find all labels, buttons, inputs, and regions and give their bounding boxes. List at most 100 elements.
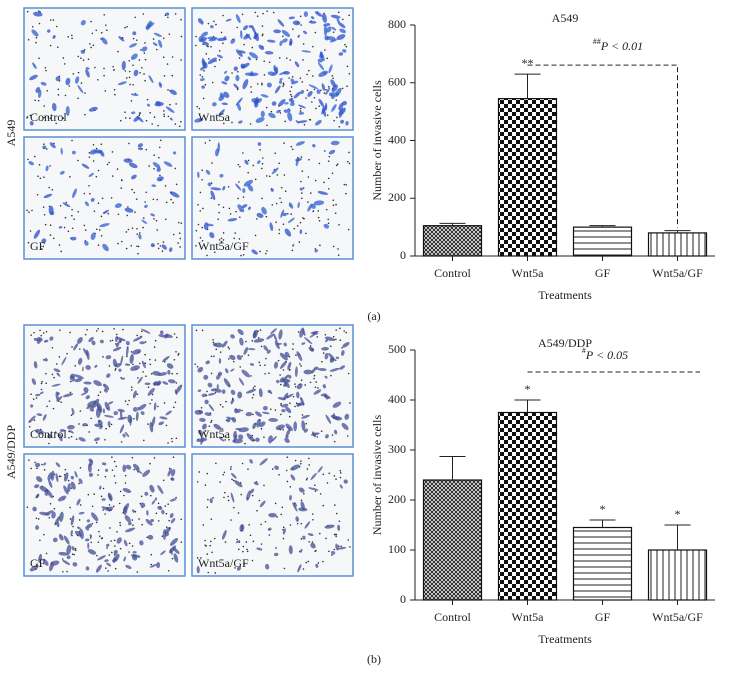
pore [299,462,302,465]
pore [149,494,152,497]
pore [62,57,65,59]
cell [292,243,295,247]
pore [167,89,169,91]
pore [102,356,104,358]
pore [213,537,216,540]
pore [300,192,303,194]
pore [175,183,178,186]
cell [29,564,39,572]
pore [210,355,213,358]
pore [286,212,289,215]
cell [28,161,35,166]
pore [170,198,172,201]
pore [100,31,103,34]
pore [297,331,300,333]
pore [224,491,226,494]
cell [266,82,272,88]
cell [169,498,177,502]
pore [259,250,261,253]
cell [274,340,280,350]
cell [99,485,102,490]
cell [301,50,312,53]
pore [198,471,201,473]
pore [304,384,306,386]
cell [338,52,344,56]
pore [133,191,136,194]
pore [65,201,68,204]
pore [238,57,241,59]
cell [70,529,73,536]
pore [250,375,252,377]
pore [275,547,277,549]
pore [113,539,116,542]
pore [290,93,292,96]
pore [136,245,138,248]
pore [41,380,43,383]
pore [44,223,47,226]
cell [266,333,275,340]
cell [167,369,171,375]
cell [197,18,203,24]
pore [312,210,315,212]
pore [147,423,149,425]
pore [202,207,204,210]
pore [124,70,127,72]
cell [279,78,283,81]
pore [331,434,334,436]
pore [84,113,86,116]
pore [333,119,335,122]
pore [167,115,170,118]
pore [128,76,131,79]
pore [195,329,198,332]
pore [333,475,336,477]
pore [274,502,277,505]
pore [40,382,43,385]
pore [84,92,86,94]
cell [77,84,84,94]
cell [251,249,258,255]
pore [242,196,245,198]
cell [268,435,273,444]
pore [130,389,133,391]
pore [228,438,230,441]
pore [57,88,60,91]
pore [165,424,168,427]
pore [340,545,342,548]
pore [143,73,145,75]
cell [199,417,206,422]
cell [173,553,179,563]
cell [140,411,145,415]
pore [91,32,94,35]
pore [343,183,346,186]
pore [89,537,92,539]
pore [180,541,183,543]
pore [309,381,312,384]
cell [137,376,143,384]
pore [224,439,226,441]
pore [270,110,273,113]
pore [124,474,127,477]
cell [133,463,140,471]
cell [274,68,278,74]
pore [77,211,79,213]
pore [34,461,36,464]
pore [35,36,38,39]
pore [319,493,322,495]
pore [282,83,285,86]
pore [241,462,244,465]
pore [128,399,130,402]
pore [313,96,316,99]
pore [36,467,38,470]
pore [162,37,165,40]
pore [230,466,232,468]
pore [291,249,294,252]
cell [310,542,316,549]
pore [116,530,118,533]
cell [339,484,343,489]
pore [167,569,170,572]
cell [101,37,108,45]
pore [136,233,138,235]
pore [237,548,240,551]
y-axis-title: Number of invasive cells [370,415,384,536]
pore [174,123,177,125]
